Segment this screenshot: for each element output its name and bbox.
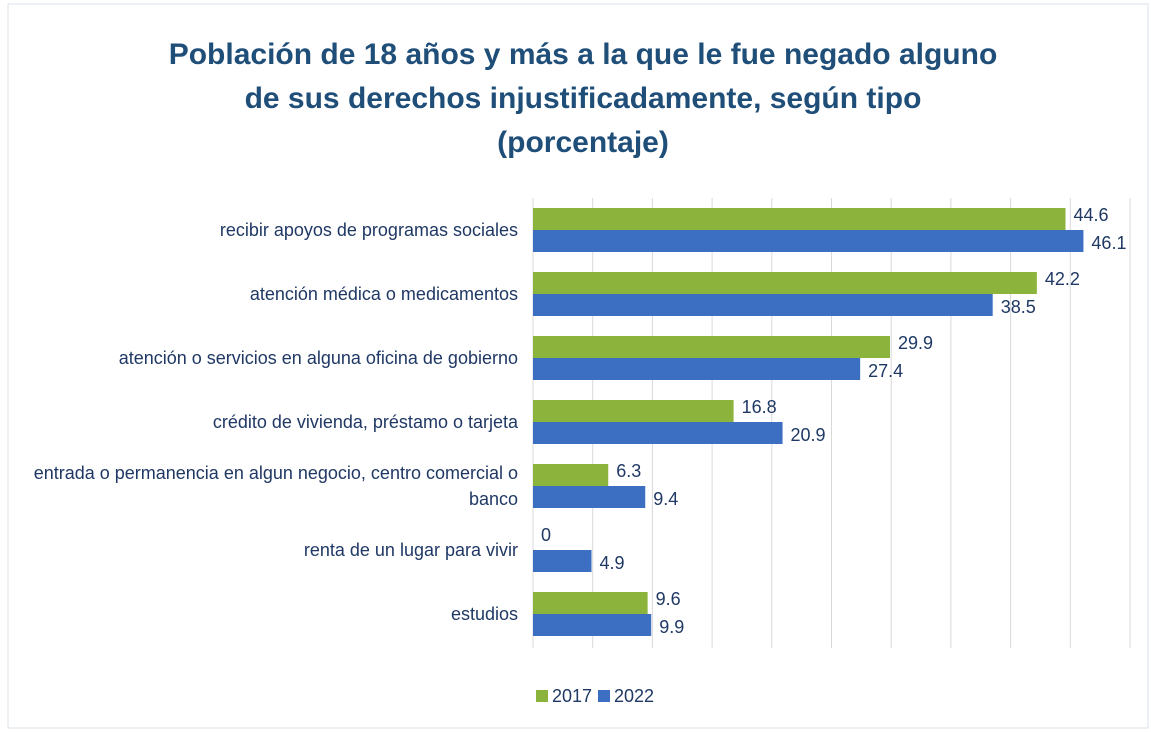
- legend-swatch: [536, 690, 548, 702]
- bar: [533, 208, 1066, 230]
- value-label: 27.4: [868, 361, 903, 381]
- bar: [533, 422, 783, 444]
- value-label: 0: [541, 525, 551, 545]
- bar: [533, 294, 993, 316]
- bar: [533, 592, 648, 614]
- value-label: 6.3: [616, 461, 641, 481]
- bar: [533, 272, 1037, 294]
- value-label: 9.9: [659, 617, 684, 637]
- legend-swatch: [598, 690, 610, 702]
- category-label: entrada o permanencia en algun negocio, …: [33, 463, 518, 509]
- value-label: 9.6: [656, 589, 681, 609]
- chart-title: de sus derechos injustificadamente, segú…: [245, 82, 922, 115]
- category-label: atención o servicios en alguna oficina d…: [118, 348, 518, 368]
- value-label: 46.1: [1091, 233, 1126, 253]
- bar: [533, 336, 891, 358]
- category-label: renta de un lugar para vivir: [303, 540, 518, 560]
- value-label: 44.6: [1074, 205, 1109, 225]
- bar: [533, 614, 652, 636]
- bar: [533, 486, 646, 508]
- bar: [533, 400, 734, 422]
- value-label: 38.5: [1001, 297, 1036, 317]
- bar: [533, 358, 861, 380]
- bar: [533, 230, 1084, 252]
- value-label: 9.4: [653, 489, 678, 509]
- category-label: crédito de vivienda, préstamo o tarjeta: [212, 412, 518, 432]
- category-label: recibir apoyos de programas sociales: [219, 220, 518, 240]
- category-label: estudios: [450, 604, 518, 624]
- bar: [533, 550, 592, 572]
- value-label: 20.9: [791, 425, 826, 445]
- chart-title: Población de 18 años y más a la que le f…: [169, 38, 998, 71]
- value-label: 4.9: [600, 553, 625, 573]
- bar: [533, 464, 609, 486]
- value-label: 42.2: [1045, 269, 1080, 289]
- value-label: 29.9: [898, 333, 933, 353]
- legend-label: 2017: [552, 686, 592, 706]
- category-label: atención médica o medicamentos: [249, 284, 518, 304]
- legend-label: 2022: [614, 686, 654, 706]
- value-label: 16.8: [742, 397, 777, 417]
- frame: [7, 3, 1149, 729]
- chart-title: (porcentaje): [497, 126, 669, 159]
